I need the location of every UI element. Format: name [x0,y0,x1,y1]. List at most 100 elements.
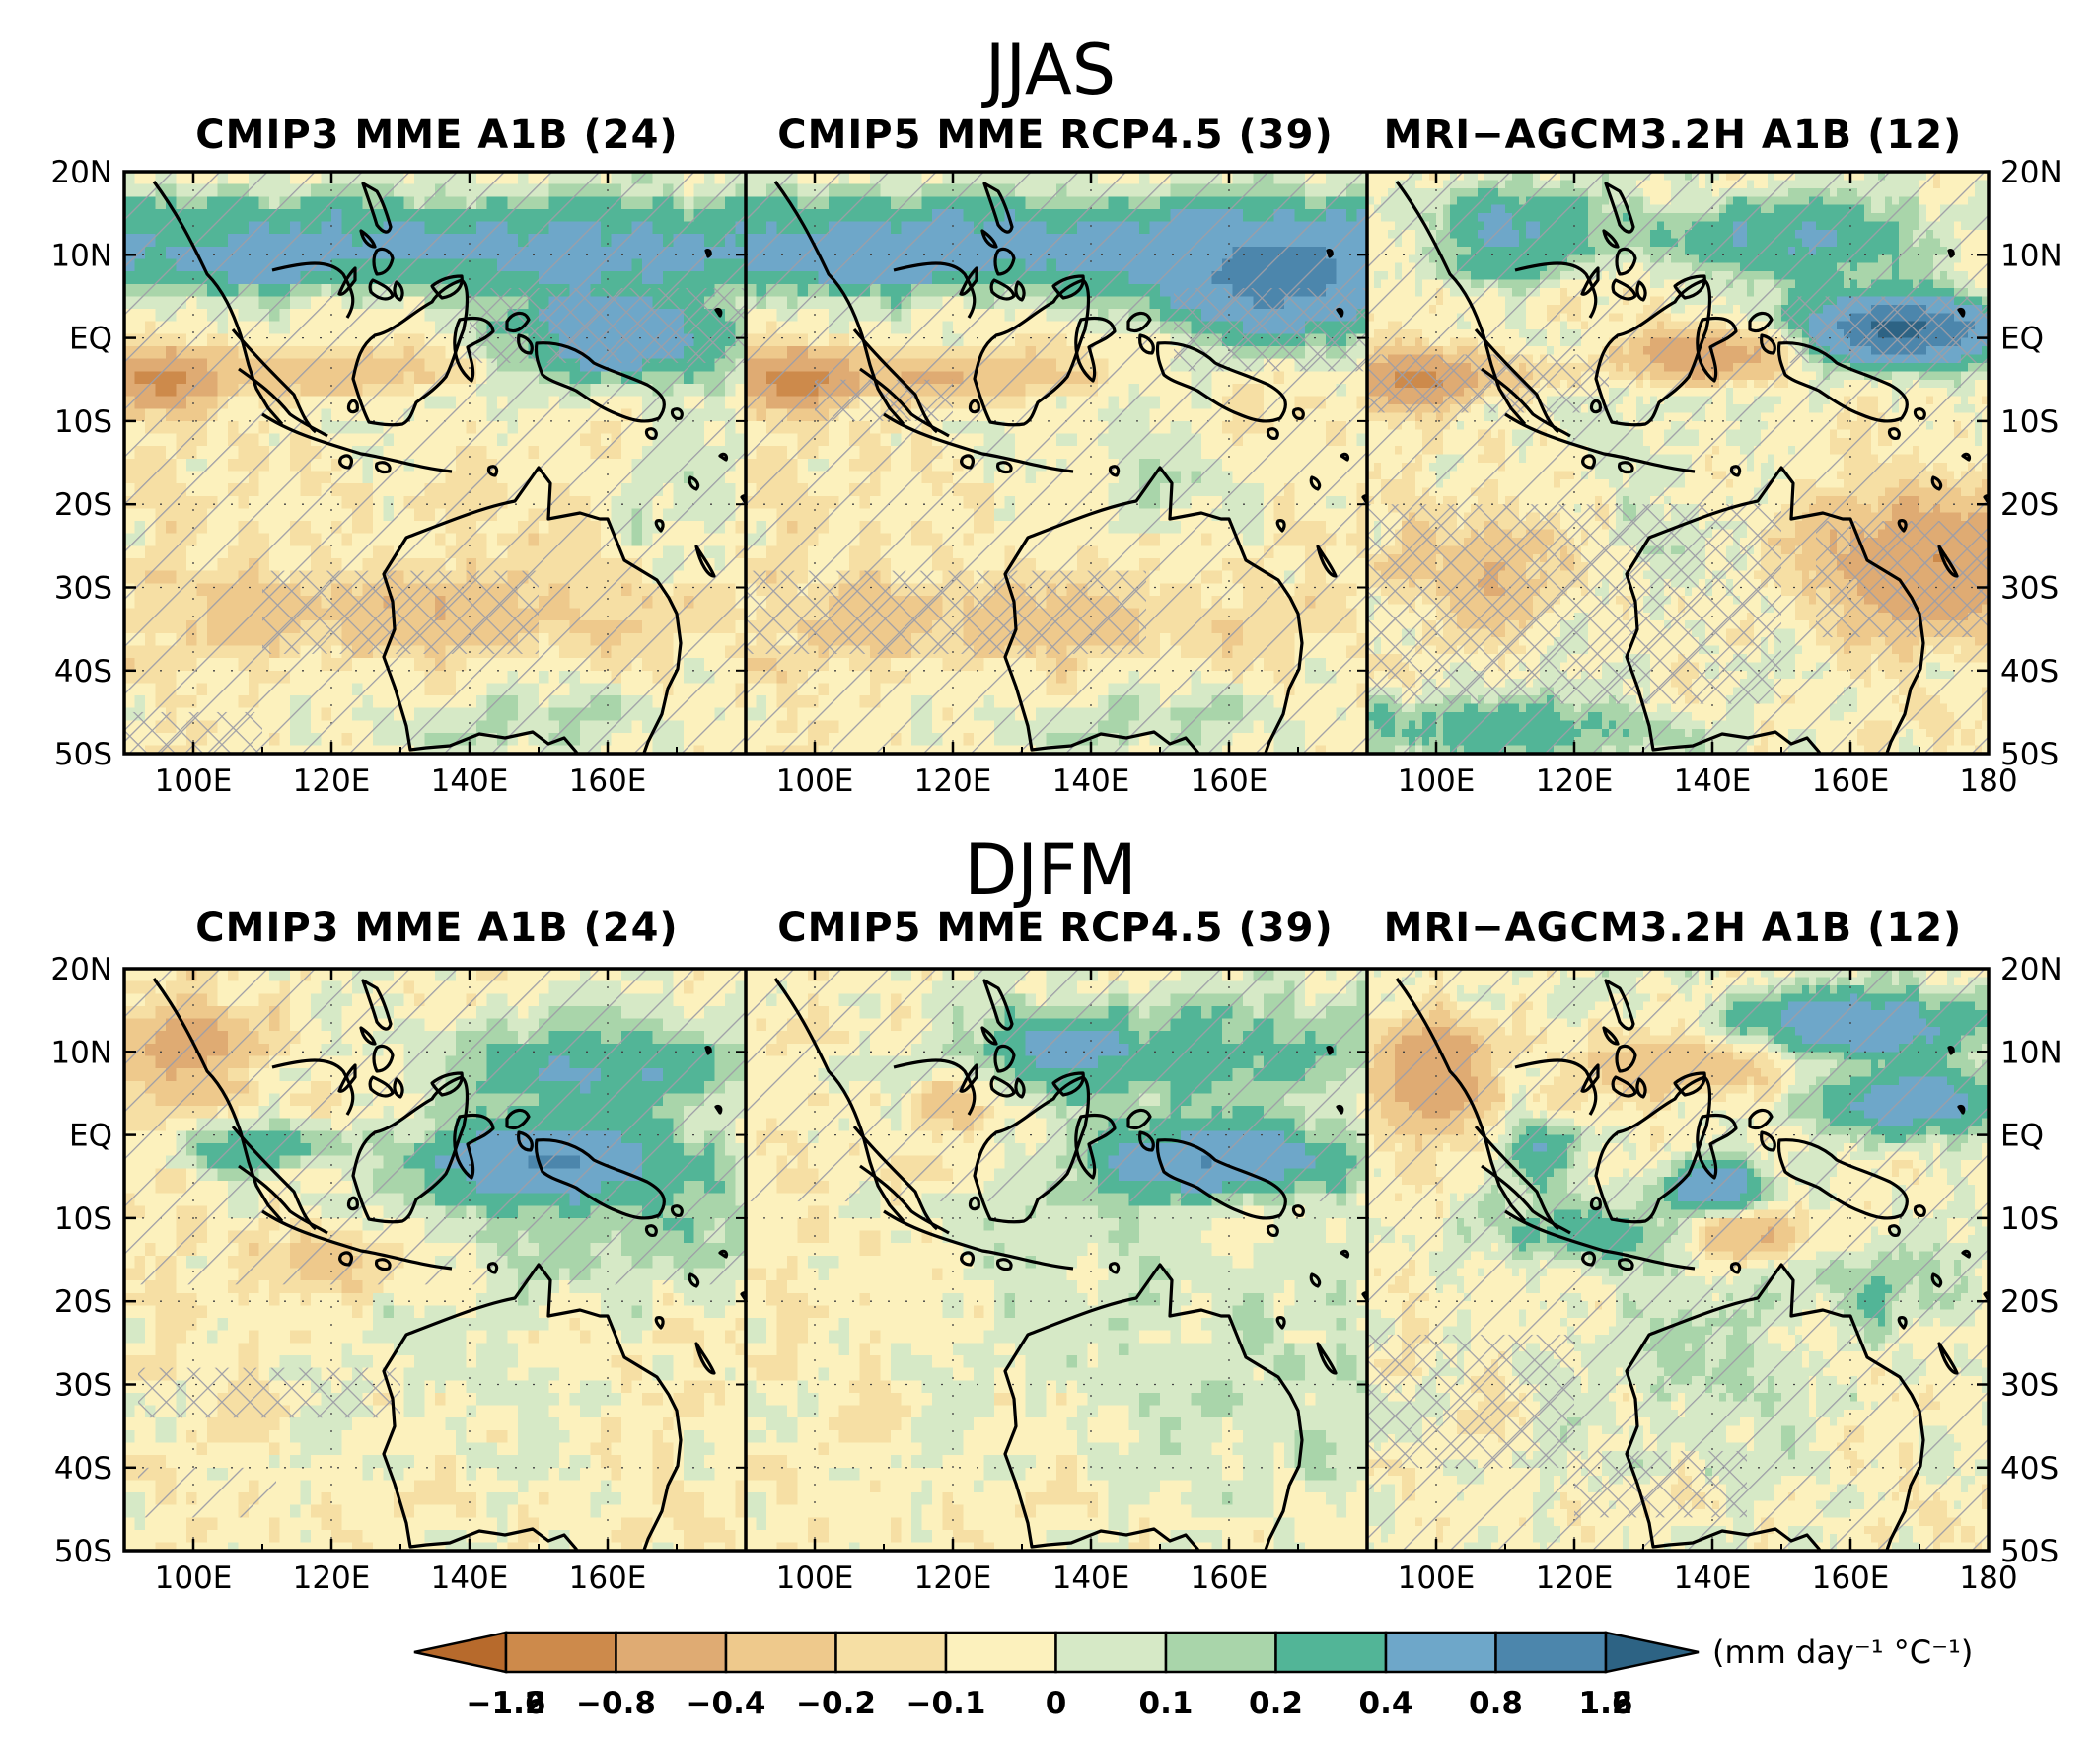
colorbar: −1.6−1.2 −0.8 −0.4 −0.2 −0.1 0 0.1 0.2 0.4 0.8 1.2… [413,1631,1700,1721]
lon-label: 120E [1536,1561,1614,1596]
colorbar-swatch [944,1631,1057,1674]
lat-label-right: 10S [2000,1201,2059,1237]
lon-label: 180 [1959,763,2017,799]
colorbar-tick-label: 0.1 [1139,1686,1194,1721]
lon-label: 100E [1398,1561,1476,1596]
lat-label-left: 50S [54,1534,112,1569]
panel-title-r2c1: CMIP3 MME A1B (24) [195,906,678,951]
lat-label-right: 20S [2000,487,2059,523]
map-panel-djfm-mri [1367,969,1989,1551]
colorbar-min-arrow [413,1631,508,1674]
lon-label: 160E [1812,763,1890,799]
panel-title-r2c3: MRI−AGCM3.2H A1B (12) [1384,906,1963,951]
lon-label: 120E [914,763,992,799]
lat-label-left: 20N [50,155,112,190]
panel-title-r1c3: MRI−AGCM3.2H A1B (12) [1384,112,1963,158]
colorbar-swatch [1274,1631,1388,1674]
lat-label-left: 20S [54,487,112,523]
lat-label-left: 10N [50,1035,112,1070]
lon-label: 100E [1398,763,1476,799]
panel-title-r2c2: CMIP5 MME RCP4.5 (39) [777,906,1333,951]
colorbar-tick-label: 1.6 [1579,1686,1633,1721]
colorbar-tick-label: −0.4 [687,1686,766,1721]
lon-label: 160E [1812,1561,1890,1596]
colorbar-swatch [504,1631,617,1674]
map-panel-jjas-cmip3 [124,172,746,754]
map-panel-djfm-cmip5 [746,969,1367,1551]
panel-frames [122,170,1991,1553]
lat-label-right: 30S [2000,571,2059,607]
colorbar-tick-label: −0.2 [796,1686,876,1721]
lat-label-right: EQ [2000,322,2044,357]
lon-label: 100E [155,763,233,799]
lat-label-right: 50S [2000,737,2059,772]
lat-label-right: 40S [2000,654,2059,690]
colorbar-tick-label: 0 [1046,1686,1067,1721]
lat-label-left: EQ [69,1119,112,1154]
colorbar-tick-label: −1.2 [467,1686,546,1721]
lat-label-left: 20N [50,952,112,987]
colorbar-tick-label: −1.6 [467,1686,546,1721]
lat-label-left: 10S [54,404,112,440]
map-panel-jjas-mri [1367,172,1989,754]
lat-label-left: 10S [54,1201,112,1237]
lon-label: 140E [1674,763,1752,799]
lon-label: 100E [776,763,854,799]
lon-label: 120E [293,763,371,799]
lat-label-right: 20S [2000,1284,2059,1320]
colorbar-tick-label: 0.8 [1469,1686,1523,1721]
map-panel-jjas-cmip5 [746,172,1367,754]
colorbar-swatch [1494,1631,1608,1674]
colorbar-tick-label: −0.1 [906,1686,986,1721]
lat-label-right: 50S [2000,1534,2059,1569]
lat-label-right: 10S [2000,404,2059,440]
lon-label: 140E [1052,1561,1130,1596]
lat-label-right: 20N [2000,952,2063,987]
map-panel-djfm-cmip3 [124,969,746,1551]
lat-label-right: 40S [2000,1451,2059,1487]
colorbar-swatch [1054,1631,1168,1674]
lat-label-right: EQ [2000,1119,2044,1154]
colorbar-tick-label: −0.8 [576,1686,656,1721]
lon-label: 140E [431,1561,509,1596]
lon-label: 160E [569,763,647,799]
lon-label: 140E [431,763,509,799]
colorbar-swatch [615,1631,728,1674]
colorbar-swatch [724,1631,837,1674]
lon-label: 140E [1052,763,1130,799]
lat-label-left: 20S [54,1284,112,1320]
lon-label: 180 [1959,1561,2017,1596]
colorbar-swatch [834,1631,948,1674]
lat-label-right: 10N [2000,1035,2063,1070]
colorbar-unit-label: (mm day⁻¹ °C⁻¹) [1712,1634,1973,1671]
colorbar-tick-label: 1.2 [1579,1686,1633,1721]
colorbar-max-arrow [1604,1631,1700,1674]
colorbar-tick-label: 0.2 [1249,1686,1303,1721]
axes: 20N 20N 10N 10N EQ EQ 10S 10S 20S 20S 30S 30S 40S 40S… [50,155,2062,1596]
colorbar-swatch [1164,1631,1277,1674]
panel-title-r1c1: CMIP3 MME A1B (24) [195,112,678,158]
lat-label-left: 40S [54,654,112,690]
lat-label-left: 10N [50,238,112,273]
lat-label-right: 30S [2000,1368,2059,1404]
colorbar-swatch [1384,1631,1497,1674]
season-title-top: JJAS [981,30,1116,110]
lat-label-left: 40S [54,1451,112,1487]
lon-label: 120E [293,1561,371,1596]
lon-label: 160E [1191,763,1268,799]
lat-label-right: 20N [2000,155,2063,190]
lon-label: 100E [155,1561,233,1596]
lat-label-right: 10N [2000,238,2063,273]
lon-label: 120E [1536,763,1614,799]
lat-label-left: 30S [54,571,112,607]
season-title-bottom: DJFM [964,830,1136,910]
lat-label-left: 30S [54,1368,112,1404]
lat-label-left: 50S [54,737,112,772]
lat-label-left: EQ [69,322,112,357]
lon-label: 120E [914,1561,992,1596]
panel-title-r1c2: CMIP5 MME RCP4.5 (39) [777,112,1333,158]
lon-label: 100E [776,1561,854,1596]
lon-label: 160E [1191,1561,1268,1596]
lon-label: 160E [569,1561,647,1596]
